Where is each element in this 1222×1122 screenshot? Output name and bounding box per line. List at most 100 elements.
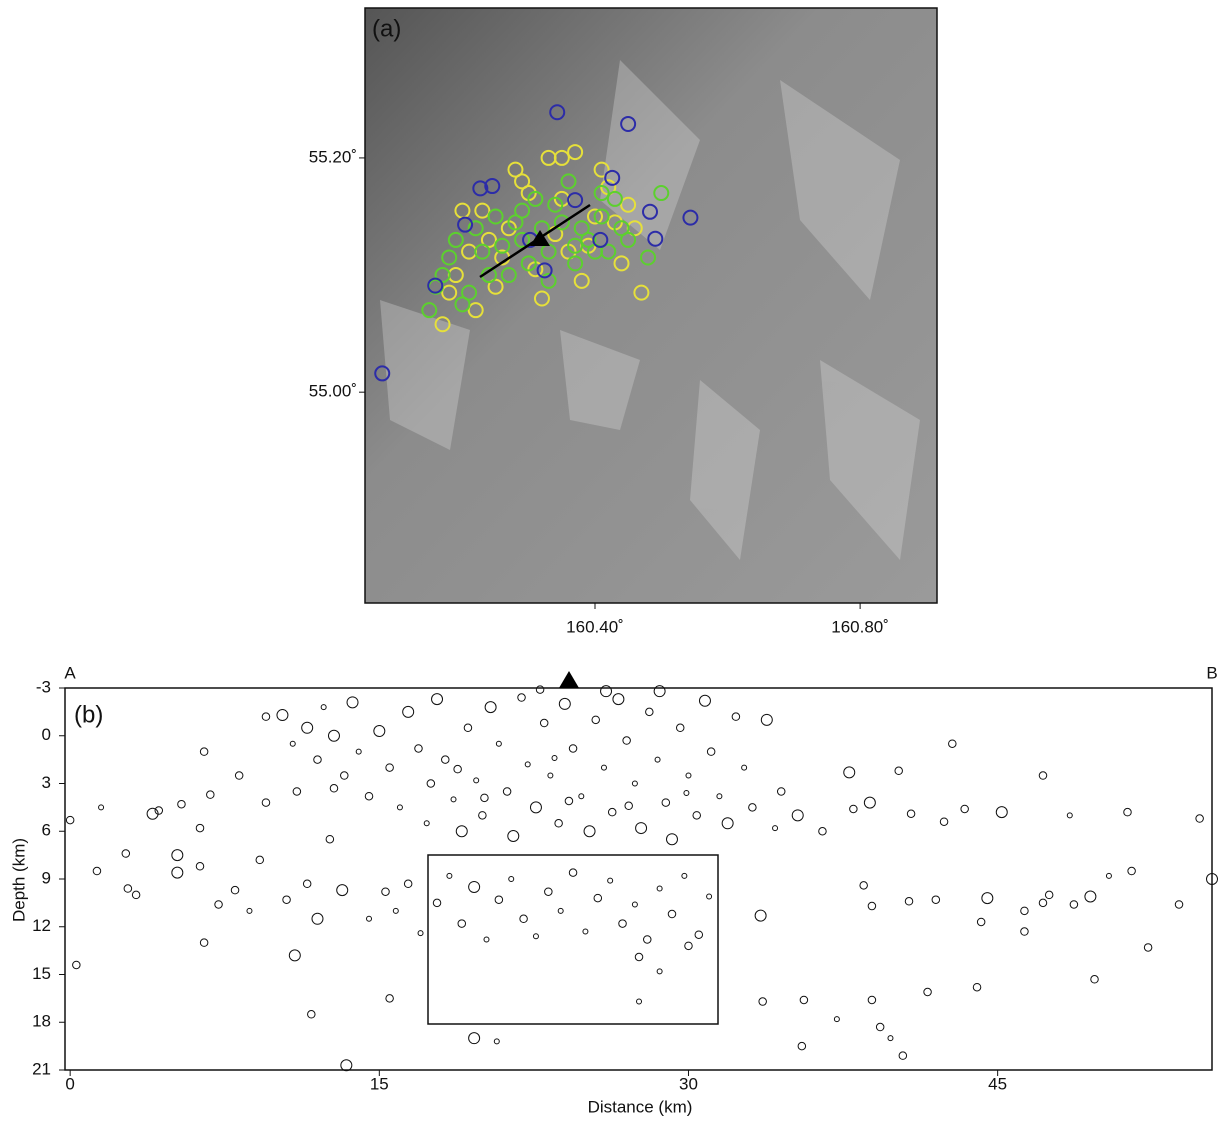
event bbox=[584, 826, 595, 837]
event bbox=[424, 821, 429, 826]
event bbox=[868, 902, 876, 910]
event bbox=[247, 908, 252, 913]
x-tick-label: 15 bbox=[370, 1074, 389, 1093]
event bbox=[290, 741, 295, 746]
event bbox=[819, 828, 827, 836]
event bbox=[99, 805, 104, 810]
event bbox=[707, 748, 715, 756]
event bbox=[262, 799, 270, 807]
event bbox=[328, 730, 339, 741]
event bbox=[834, 1017, 839, 1022]
event bbox=[172, 850, 183, 861]
event bbox=[773, 826, 778, 831]
event bbox=[601, 765, 606, 770]
event bbox=[761, 714, 772, 725]
event bbox=[1196, 815, 1204, 823]
event bbox=[850, 805, 858, 813]
event bbox=[458, 920, 466, 928]
event bbox=[196, 863, 204, 871]
event bbox=[256, 856, 264, 864]
event bbox=[1128, 867, 1136, 875]
event bbox=[646, 708, 654, 716]
event bbox=[308, 1011, 316, 1019]
event bbox=[899, 1052, 907, 1060]
event bbox=[623, 737, 631, 745]
event bbox=[347, 697, 358, 708]
event bbox=[312, 913, 323, 924]
event bbox=[655, 757, 660, 762]
event bbox=[365, 792, 373, 800]
event bbox=[496, 741, 501, 746]
event bbox=[231, 886, 239, 894]
y-tick-label: 3 bbox=[42, 773, 51, 792]
event bbox=[759, 998, 767, 1006]
event bbox=[693, 812, 701, 820]
event bbox=[393, 908, 398, 913]
event bbox=[996, 807, 1007, 818]
x-tick-label: 0 bbox=[65, 1074, 74, 1093]
event bbox=[508, 831, 519, 842]
y-tick-label: 18 bbox=[32, 1012, 51, 1031]
event bbox=[178, 800, 186, 808]
event bbox=[583, 929, 588, 934]
x-tick-label: 30 bbox=[679, 1074, 698, 1093]
event bbox=[662, 799, 670, 807]
event bbox=[1085, 891, 1096, 902]
event bbox=[860, 882, 868, 890]
event bbox=[973, 983, 981, 991]
event bbox=[356, 749, 361, 754]
x-tick-label: 160.40˚ bbox=[566, 617, 624, 636]
event bbox=[456, 826, 467, 837]
event bbox=[1124, 808, 1132, 816]
event bbox=[579, 794, 584, 799]
event bbox=[403, 706, 414, 717]
event bbox=[668, 910, 676, 918]
event bbox=[485, 702, 496, 713]
event bbox=[215, 901, 223, 909]
event bbox=[314, 756, 322, 764]
y-tick-label: 0 bbox=[42, 725, 51, 744]
event bbox=[644, 936, 652, 944]
event bbox=[386, 995, 394, 1003]
event bbox=[207, 791, 215, 799]
event bbox=[397, 805, 402, 810]
event bbox=[481, 794, 489, 802]
event bbox=[93, 867, 101, 875]
event bbox=[888, 1036, 893, 1041]
event bbox=[427, 780, 435, 788]
event bbox=[932, 896, 940, 904]
event bbox=[326, 835, 334, 843]
event bbox=[685, 942, 693, 950]
y-tick-label: 55.20˚ bbox=[309, 147, 357, 166]
event bbox=[66, 816, 74, 824]
event bbox=[905, 898, 913, 906]
event bbox=[717, 794, 722, 799]
event bbox=[418, 931, 423, 936]
event bbox=[536, 686, 544, 694]
event bbox=[657, 969, 662, 974]
event bbox=[1067, 813, 1072, 818]
event bbox=[367, 916, 372, 921]
event bbox=[895, 767, 903, 775]
y-tick-label: 6 bbox=[42, 821, 51, 840]
event bbox=[530, 802, 541, 813]
volcano-marker bbox=[559, 671, 579, 688]
event bbox=[798, 1042, 806, 1050]
event bbox=[415, 745, 423, 753]
event bbox=[1021, 907, 1029, 915]
event bbox=[569, 869, 577, 877]
event bbox=[447, 873, 452, 878]
x-tick-label: 45 bbox=[988, 1074, 1007, 1093]
event bbox=[533, 934, 538, 939]
event bbox=[636, 823, 647, 834]
event bbox=[235, 772, 243, 780]
event bbox=[558, 908, 563, 913]
event bbox=[520, 915, 528, 923]
event bbox=[548, 773, 553, 778]
event bbox=[594, 894, 602, 902]
event bbox=[155, 807, 163, 815]
event bbox=[73, 961, 81, 969]
event bbox=[540, 719, 548, 727]
event bbox=[619, 920, 627, 928]
event bbox=[503, 788, 511, 796]
